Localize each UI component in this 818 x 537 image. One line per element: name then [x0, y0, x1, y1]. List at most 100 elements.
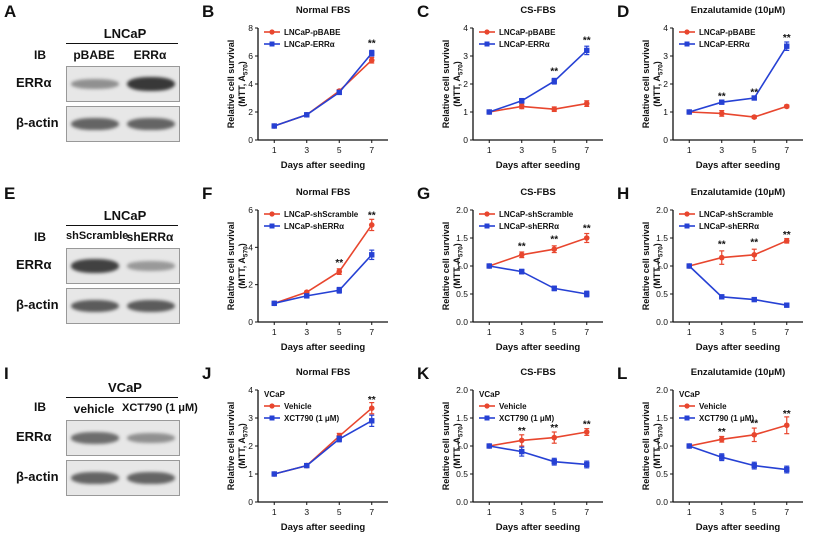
data-point — [336, 436, 342, 442]
data-point — [519, 268, 525, 275]
data-point — [304, 462, 310, 469]
y-tick-label: 0 — [663, 135, 668, 145]
blot-strip — [66, 106, 180, 142]
data-point — [584, 461, 590, 468]
data-point — [551, 458, 557, 465]
y-tick-label: 3 — [463, 51, 468, 61]
y-axis-label: Relative cell survival — [226, 40, 236, 129]
y-tick-label: 2.0 — [656, 205, 668, 215]
y-tick-label: 0 — [248, 317, 253, 327]
significance-marker: ** — [518, 241, 526, 252]
panel-letter: H — [617, 184, 629, 203]
data-point — [751, 462, 757, 469]
y-tick-label: 1.0 — [456, 441, 468, 451]
x-axis-label: Days after seeding — [696, 160, 781, 171]
significance-marker: ** — [368, 395, 376, 406]
x-tick-label: 3 — [719, 507, 724, 517]
legend-swatch-marker — [684, 29, 690, 35]
panel-letter: J — [202, 364, 211, 383]
y-tick-label: 2 — [663, 79, 668, 89]
chart-title: Normal FBS — [296, 187, 350, 198]
legend-swatch-marker — [269, 29, 275, 35]
western-blot-panel: A LNCaP IB pBABE ERRα ERRα β-actin — [0, 0, 195, 175]
x-tick-label: 3 — [304, 145, 309, 155]
chart-title: Normal FBS — [296, 367, 350, 378]
series-line — [688, 265, 787, 306]
x-tick-label: 5 — [552, 507, 557, 517]
y-axis-label-units: (MTT, A570) — [452, 61, 465, 107]
y-tick-label: 6 — [248, 51, 253, 61]
data-point — [719, 99, 725, 105]
legend-swatch-marker — [684, 41, 690, 47]
significance-marker: ** — [718, 427, 726, 438]
protein-band — [127, 299, 175, 313]
y-tick-label: 1 — [663, 107, 668, 117]
legend-label: XCT790 (1 μM) — [499, 414, 554, 423]
data-point — [583, 100, 590, 107]
panel-letter: F — [202, 184, 212, 203]
x-tick-label: 3 — [519, 507, 524, 517]
series-line — [489, 102, 587, 113]
x-tick-label: 1 — [487, 327, 492, 337]
data-point — [369, 418, 375, 424]
legend-label: LNCaP-shScramble — [284, 210, 359, 219]
x-tick-label: 3 — [719, 327, 724, 337]
protein-band — [127, 261, 175, 271]
x-tick-label: 7 — [584, 507, 589, 517]
x-tick-label: 7 — [369, 145, 374, 155]
y-axis-label: Relative cell survival — [226, 222, 236, 311]
x-axis-label: Days after seeding — [496, 522, 581, 533]
x-tick-label: 5 — [337, 145, 342, 155]
blot-strip — [66, 248, 180, 284]
legend-swatch-marker — [269, 41, 275, 47]
data-point — [551, 285, 557, 292]
data-point — [368, 57, 375, 63]
legend-label: LNCaP-shScramble — [699, 210, 774, 219]
western-blot-panel: I VCaP IB vehicle XCT790 (1 μM) ERRα β-actin — [0, 362, 198, 537]
x-tick-label: 3 — [519, 145, 524, 155]
x-tick-label: 5 — [752, 145, 757, 155]
y-axis-label-units: (MTT, A570) — [452, 423, 465, 469]
western-blot-panel: E LNCaP IB shScramble shERRα ERRα β-actin — [0, 182, 195, 357]
x-tick-label: 5 — [552, 327, 557, 337]
series-line — [689, 424, 787, 447]
significance-marker: ** — [550, 66, 558, 77]
series-line — [689, 240, 788, 267]
y-axis-label-units: (MTT, A570) — [652, 61, 665, 107]
x-tick-label: 1 — [687, 507, 692, 517]
y-axis-label-units: (MTT, A570) — [452, 243, 465, 289]
legend-swatch-marker — [684, 223, 690, 229]
legend-label: LNCaP-ERRα — [284, 40, 335, 49]
legend-label: XCT790 (1 μM) — [284, 414, 339, 423]
significance-marker: ** — [783, 33, 791, 44]
series-line — [274, 254, 373, 305]
protein-band — [71, 258, 119, 274]
y-tick-label: 3 — [248, 413, 253, 423]
y-tick-label: 1.0 — [456, 261, 468, 271]
x-tick-label: 7 — [584, 145, 589, 155]
y-axis-label: Relative cell survival — [641, 222, 651, 311]
protein-band — [71, 117, 119, 131]
panel-letter: G — [417, 184, 430, 203]
data-point — [751, 296, 757, 303]
panel-letter: B — [202, 2, 214, 21]
x-axis-label: Days after seeding — [496, 160, 581, 171]
data-point — [271, 123, 277, 129]
y-axis-label: Relative cell survival — [441, 402, 451, 491]
panel-letter: C — [417, 2, 429, 21]
legend-swatch-marker — [484, 403, 490, 409]
blot-row-label: β-actin — [16, 297, 59, 312]
y-axis-label: Relative cell survival — [641, 402, 651, 491]
y-tick-label: 1.5 — [656, 413, 668, 423]
chart-title: Enzalutamide (10μM) — [691, 187, 786, 198]
data-point — [304, 293, 310, 299]
protein-band — [127, 432, 175, 444]
significance-marker: ** — [783, 230, 791, 241]
y-tick-label: 2 — [248, 441, 253, 451]
legend-label: LNCaP-shERRα — [699, 222, 759, 231]
x-tick-label: 1 — [272, 327, 277, 337]
x-tick-label: 1 — [687, 327, 692, 337]
series-line — [273, 224, 373, 305]
data-point — [751, 252, 758, 258]
legend-label: LNCaP-shERRα — [284, 222, 344, 231]
